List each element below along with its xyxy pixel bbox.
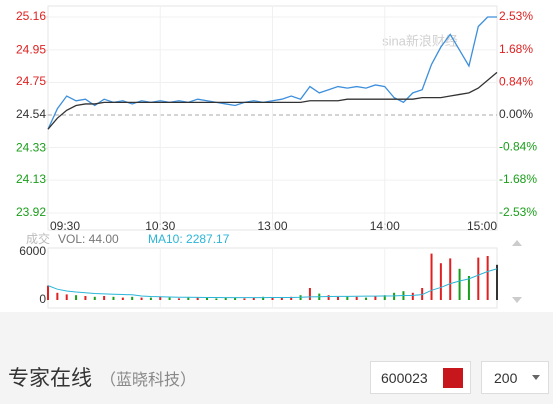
y2-tick-label: 0.84% xyxy=(499,75,533,89)
volume-bar xyxy=(187,297,190,300)
volume-bar xyxy=(47,285,49,300)
y2-tick-label: -0.84% xyxy=(499,140,537,154)
volume-bar xyxy=(75,295,78,300)
volume-bar xyxy=(290,296,293,300)
volume-bar xyxy=(140,297,143,300)
volume-bar xyxy=(56,292,59,300)
volume-tick-label: 6000 xyxy=(19,244,46,258)
volume-bar xyxy=(271,297,274,300)
volume-bar xyxy=(103,296,106,300)
volume-bar xyxy=(411,292,414,300)
x-tick-label: 09:30 xyxy=(50,219,80,233)
volume-bar xyxy=(93,296,96,300)
volume-bar xyxy=(112,296,115,300)
volume-bar xyxy=(421,288,424,300)
size-select[interactable]: 200 xyxy=(481,361,549,394)
volume-bar xyxy=(486,256,489,300)
y-tick-label: 25.16 xyxy=(16,9,46,23)
caret xyxy=(532,375,540,380)
volume-bar xyxy=(243,298,246,300)
volume-bar xyxy=(327,295,330,300)
volume-bar xyxy=(458,268,461,300)
volume-title: 成交 xyxy=(26,231,50,246)
scroll-up[interactable] xyxy=(512,240,522,246)
volume-bar xyxy=(149,297,152,300)
volume-bar xyxy=(355,296,358,300)
y2-tick-label: -2.53% xyxy=(499,205,537,219)
volume-bar xyxy=(121,297,124,300)
volume-bar xyxy=(159,296,162,300)
volume-bar xyxy=(346,296,349,300)
y2-tick-label: -1.68% xyxy=(499,172,537,186)
volume-bar xyxy=(467,276,470,300)
volume-bar xyxy=(224,297,227,300)
y2-tick-label: 2.53% xyxy=(499,9,533,23)
vol-label: VOL: 44.00 xyxy=(58,232,119,246)
ma10-line xyxy=(47,268,498,299)
y-tick-label: 24.95 xyxy=(16,42,46,56)
x-tick-label: 15:00 xyxy=(467,219,497,233)
volume-bar xyxy=(168,297,171,300)
volume-bar xyxy=(430,253,433,300)
y-tick-label: 24.54 xyxy=(16,107,46,121)
page-title: 专家在线 xyxy=(8,367,92,390)
volume-bar xyxy=(439,263,442,300)
size-text: 200 xyxy=(494,370,518,386)
y-tick-label: 24.33 xyxy=(16,140,46,154)
y2-tick-label: 0.00% xyxy=(499,107,533,121)
volume-bar xyxy=(336,296,339,300)
volume-bar xyxy=(280,297,283,300)
price-line xyxy=(47,71,498,130)
volume-bar xyxy=(252,297,255,300)
y-tick-label: 24.13 xyxy=(16,172,46,186)
scroll-down[interactable] xyxy=(512,297,522,303)
volume-bar xyxy=(365,297,368,300)
price-line xyxy=(47,16,497,130)
volume-bar xyxy=(496,264,498,300)
ma-label: MA10: 2287.17 xyxy=(148,232,230,246)
volume-bar xyxy=(262,296,265,300)
volume-bar xyxy=(131,296,134,300)
y-tick-label: 23.92 xyxy=(16,205,46,219)
y2-tick-label: 1.68% xyxy=(499,42,533,56)
page-subtitle: （蓝晓科技） xyxy=(100,372,197,389)
volume-bar xyxy=(177,298,180,300)
watermark: sina新浪财经 xyxy=(382,33,458,48)
volume-bar xyxy=(308,288,311,300)
volume-bar xyxy=(234,297,237,300)
volume-bar xyxy=(196,297,199,300)
volume-bar xyxy=(206,297,209,300)
volume-bar xyxy=(383,295,386,300)
volume-tick-label: 0 xyxy=(39,292,46,306)
volume-bar xyxy=(449,258,452,300)
code-input[interactable]: 600023 xyxy=(370,361,471,394)
volume-bar xyxy=(374,296,377,300)
volume-bar xyxy=(84,296,87,300)
volume-bar xyxy=(477,257,480,300)
code-text: 600023 xyxy=(381,370,428,386)
volume-bar xyxy=(215,298,218,300)
volume-bar xyxy=(65,294,68,300)
y-tick-label: 24.75 xyxy=(16,74,46,88)
color-swatch[interactable] xyxy=(443,368,463,388)
